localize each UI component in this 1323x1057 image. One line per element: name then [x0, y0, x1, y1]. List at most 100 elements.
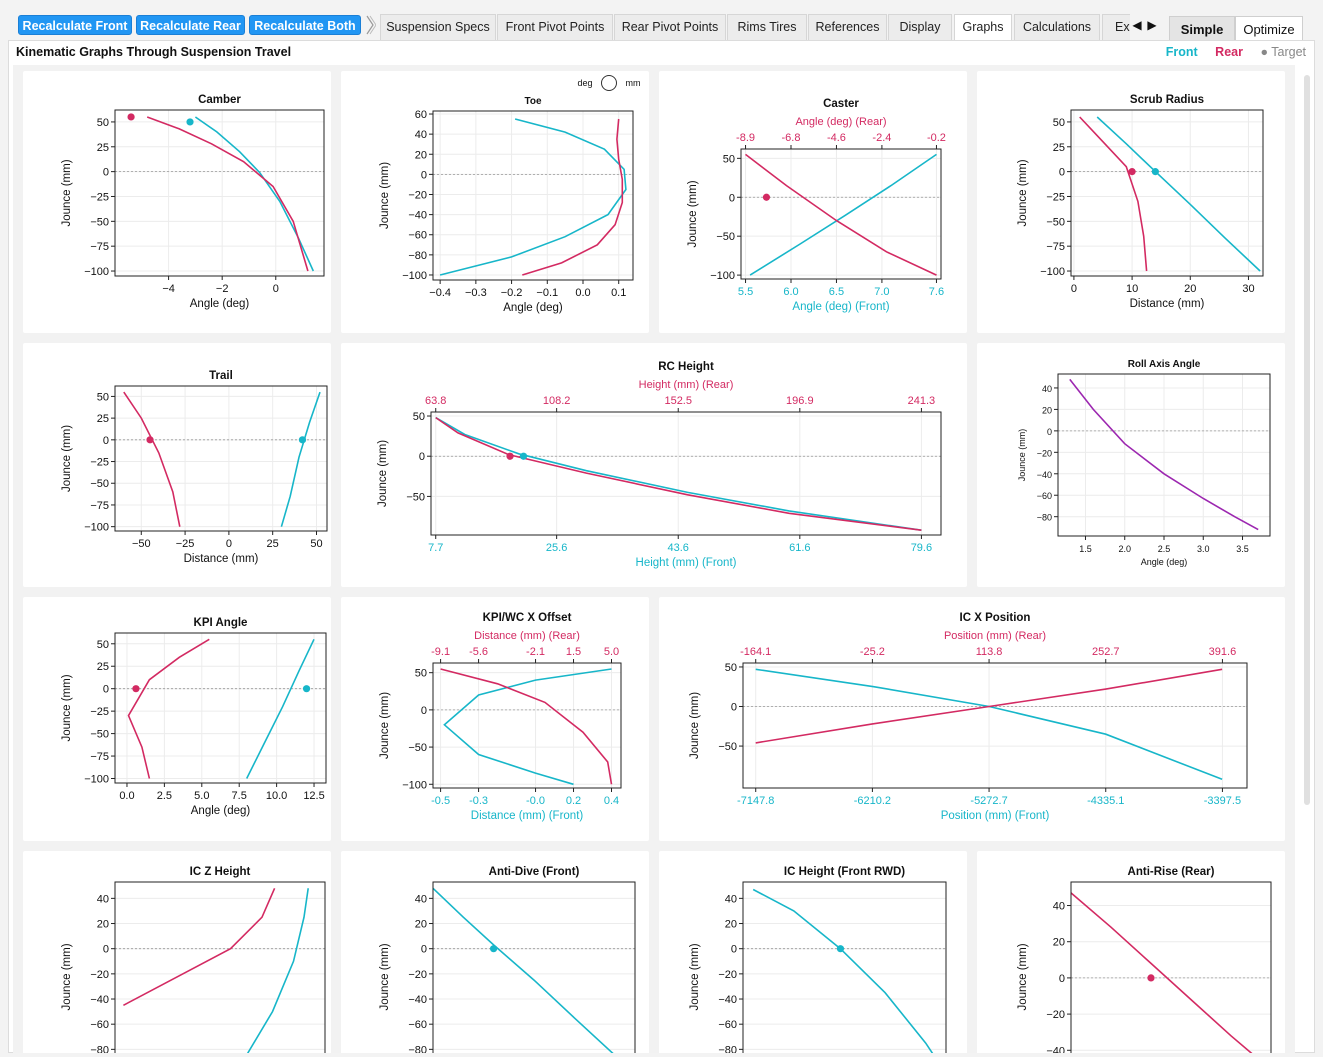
chart-card-roll: 40 20 0 −20 −40 −60 −80 1.5 2.0 2.5 3.0 3.5 Roll Axi…: [977, 343, 1285, 587]
series-line-front: [246, 888, 309, 1053]
x2-tick-label: 391.6: [1209, 646, 1237, 658]
tab-strip: Suspension Specs Front Pivot Points Rear…: [380, 0, 1130, 40]
x-axis-label: Angle (deg) (Front): [792, 301, 889, 313]
tab-rear-pivot-points[interactable]: Rear Pivot Points: [614, 14, 726, 40]
target-marker-front: [302, 685, 311, 693]
y-axis-label: Jounce (mm): [61, 425, 73, 492]
x2-tick-label: -5.6: [469, 646, 488, 658]
y-tick-label: −80: [90, 1044, 109, 1053]
y-tick-label: 0: [729, 192, 735, 204]
tab-scroll-right-icon[interactable]: ▶: [1147, 18, 1157, 32]
y-tick-label: 20: [725, 919, 737, 931]
chart-card-caster: 50 0 −50 −100 5.5 -8.9 6.0 -6.8 6.5 -4.6 7.0 -2.4 7.…: [659, 71, 967, 333]
y-tick-label: 50: [415, 668, 427, 680]
x-tick-label: 2.5: [1158, 544, 1171, 554]
tab-scroll-left-icon[interactable]: ◀: [1132, 18, 1142, 32]
y-tick-label: −100: [402, 779, 427, 791]
tab-calculations[interactable]: Calculations: [1014, 14, 1100, 40]
x-tick-label: −50: [132, 538, 151, 550]
target-marker-rear: [146, 436, 154, 444]
y-tick-label: 0: [419, 451, 425, 463]
x2-tick-label: 63.8: [425, 395, 446, 407]
graphs-panel: Kinematic Graphs Through Suspension Trav…: [8, 40, 1315, 1053]
x-tick-label: 25: [267, 538, 279, 550]
recalculate-rear-button[interactable]: Recalculate Rear: [136, 15, 245, 35]
y-tick-label: 50: [97, 639, 109, 651]
y-tick-label: 0: [103, 684, 109, 696]
y-axis-label: Jounce (mm): [689, 943, 701, 1010]
y-tick-label: 25: [97, 661, 109, 673]
x-tick-label: -4335.1: [1087, 795, 1124, 807]
plot-frame: [114, 385, 328, 532]
y-tick-label: 25: [1053, 142, 1065, 154]
y-tick-label: −60: [1037, 491, 1052, 501]
plot-frame: [114, 632, 327, 784]
y-tick-label: 0: [1047, 427, 1052, 437]
chart-icz: 40 20 0 −20 −40 −60 −80 IC Z Height Jounce (mm): [61, 866, 326, 1053]
x-tick-label: 2.0: [1118, 544, 1131, 554]
x-tick-label: -0.0: [526, 795, 545, 807]
y-axis-label: Jounce (mm): [687, 180, 699, 247]
x2-tick-label: 1.5: [566, 646, 581, 658]
tab-front-pivot-points[interactable]: Front Pivot Points: [497, 14, 613, 40]
recalculate-front-button[interactable]: Recalculate Front: [18, 15, 132, 35]
y-tick-label: 0: [103, 944, 109, 956]
toe-unit-toggle[interactable]: [601, 75, 617, 91]
x2-tick-label: 196.9: [786, 395, 814, 407]
x-tick-label: -0.5: [431, 795, 450, 807]
chart-icheight: 40 20 0 −20 −40 −60 −80 IC Height (Front RWD) Jo…: [689, 866, 947, 1053]
y-tick-label: 0: [1059, 167, 1065, 179]
x-tick-label: 7.0: [874, 286, 889, 298]
mode-simple-button[interactable]: Simple: [1169, 16, 1235, 42]
x2-axis-label: Position (mm) (Rear): [944, 630, 1046, 642]
tab-graphs[interactable]: Graphs: [954, 14, 1012, 40]
tab-display[interactable]: Display: [888, 14, 952, 40]
x-tick-label: 30: [1242, 283, 1254, 295]
target-marker-front: [836, 945, 845, 953]
y-tick-label: 40: [415, 893, 427, 905]
chart-title: Anti-Dive (Front): [489, 866, 580, 878]
x-axis-label: Distance (mm) (Front): [471, 810, 584, 822]
x2-tick-label: -164.1: [740, 646, 771, 658]
x2-tick-label: -4.6: [827, 132, 846, 144]
y-tick-label: −80: [408, 1044, 427, 1053]
y-tick-label: −60: [718, 1019, 737, 1031]
chart-title: IC Height (Front RWD): [784, 866, 905, 878]
chart-card-scrub: 50 25 0 −25 −50 −75 −100 0 10 20 30 Scrub Radius Dis…: [977, 71, 1285, 333]
tab-references[interactable]: References: [808, 14, 887, 40]
x-tick-label: 20: [1184, 283, 1196, 295]
y-axis-label: Jounce (mm): [61, 674, 73, 741]
vertical-scrollbar[interactable]: [1304, 75, 1310, 805]
x-axis-label: Angle (deg): [1141, 557, 1188, 567]
y-tick-label: 50: [1053, 117, 1065, 129]
x-tick-label: -0.3: [469, 795, 488, 807]
tab-export[interactable]: Export: [1102, 14, 1130, 40]
chart-title: IC Z Height: [190, 866, 251, 878]
x-tick-label: −0.3: [465, 287, 487, 299]
plot-frame: [430, 411, 942, 536]
y-tick-label: 0: [731, 944, 737, 956]
x-tick-label: 0.4: [604, 795, 619, 807]
x2-tick-label: 113.8: [976, 646, 1003, 658]
x2-axis-label: Distance (mm) (Rear): [474, 630, 580, 642]
x-tick-label: −0.4: [429, 287, 451, 299]
y-tick-label: −100: [84, 774, 109, 786]
y-tick-label: −60: [90, 1019, 109, 1031]
mode-optimize-button[interactable]: Optimize: [1235, 16, 1303, 42]
x-axis-label: Angle (deg): [190, 298, 250, 310]
recalculate-both-button[interactable]: Recalculate Both: [249, 15, 361, 35]
plot-frame: [742, 881, 947, 1053]
x-tick-label: −0.1: [536, 287, 558, 299]
y-tick-label: −20: [718, 969, 737, 981]
tab-suspension-specs[interactable]: Suspension Specs: [380, 14, 496, 40]
y-tick-label: −40: [718, 994, 737, 1006]
y-tick-label: −50: [90, 216, 109, 228]
chart-title: KPI Angle: [194, 617, 248, 629]
y-tick-label: 20: [97, 919, 109, 931]
tab-rims-tires[interactable]: Rims Tires: [727, 14, 807, 40]
legend-target: ● Target: [1260, 45, 1306, 59]
chart-title: Scrub Radius: [1130, 94, 1204, 106]
y-tick-label: 40: [1042, 384, 1052, 394]
target-marker-front: [186, 118, 194, 126]
